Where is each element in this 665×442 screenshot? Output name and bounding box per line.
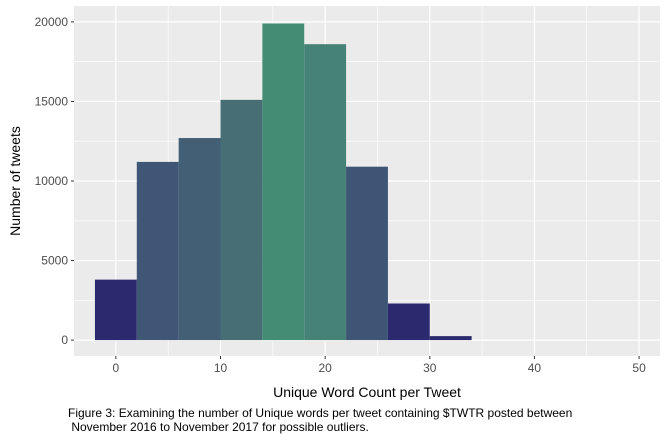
x-axis-title: Unique Word Count per Tweet [273, 384, 461, 400]
y-tick-label: 15000 [35, 94, 69, 108]
x-tick-label: 30 [423, 361, 437, 375]
histogram-bar [304, 44, 347, 341]
y-tick-label: 0 [61, 333, 68, 347]
axis-ticks: 0 10 20 30 40 50 0 5000 10000 15000 20000 [35, 15, 646, 375]
histogram-chart: 0 10 20 30 40 50 0 5000 10000 15000 20000 Unique W… [7, 6, 660, 400]
histogram-bar [387, 303, 430, 341]
histogram-bar [94, 279, 137, 341]
histogram-bars [94, 23, 472, 341]
y-axis-title: Number of tweets [7, 126, 23, 236]
y-tick-label: 10000 [35, 174, 69, 188]
x-tick-label: 10 [214, 361, 228, 375]
histogram-bar [136, 161, 179, 341]
caption-line-2: November 2016 to November 2017 for possi… [68, 420, 369, 434]
histogram-bar [346, 166, 388, 341]
x-tick-label: 50 [632, 361, 646, 375]
x-tick-label: 20 [318, 361, 332, 375]
histogram-bar [262, 23, 305, 341]
y-tick-label: 5000 [41, 254, 68, 268]
x-tick-label: 40 [528, 361, 542, 375]
y-tick-label: 20000 [35, 15, 69, 29]
figure-caption: Figure 3: Examining the number of Unique… [68, 406, 658, 434]
histogram-bar [220, 99, 263, 341]
caption-line-1: Figure 3: Examining the number of Unique… [68, 406, 573, 420]
x-tick-label: 0 [113, 361, 120, 375]
histogram-bar [429, 336, 472, 341]
histogram-bar [178, 138, 221, 341]
